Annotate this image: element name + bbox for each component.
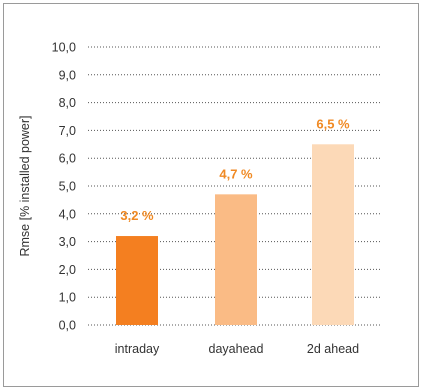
- data-label: 4,7 %: [219, 166, 253, 181]
- y-tick-label: 7,0: [59, 124, 76, 138]
- x-axis-categories: intraday dayahead 2d ahead: [115, 342, 359, 356]
- chart-frame: 0,0 1,0 2,0 3,0 4,0 5,0 6,0 7,0 8,0 9,0 10,0 3,2 %…: [3, 3, 419, 387]
- y-tick-label: 3,0: [59, 235, 76, 249]
- y-tick-label: 5,0: [59, 180, 76, 194]
- data-labels: 3,2 % 4,7 % 6,5 %: [120, 116, 350, 223]
- data-label: 6,5 %: [316, 116, 350, 131]
- data-label: 3,2 %: [120, 208, 154, 223]
- y-tick-label: 6,0: [59, 152, 76, 166]
- bars: [116, 144, 354, 325]
- y-tick-label: 8,0: [59, 96, 76, 110]
- y-tick-label: 0,0: [59, 319, 76, 333]
- y-tick-label: 10,0: [52, 41, 76, 55]
- bar-chart: 0,0 1,0 2,0 3,0 4,0 5,0 6,0 7,0 8,0 9,0 10,0 3,2 %…: [18, 41, 382, 356]
- bar-2d-ahead: [312, 144, 354, 325]
- y-tick-label: 2,0: [59, 263, 76, 277]
- bar-intraday: [116, 236, 158, 325]
- y-axis-title: Rmse [% installed power]: [18, 115, 32, 256]
- category-label: dayahead: [209, 342, 264, 356]
- y-tick-label: 4,0: [59, 207, 76, 221]
- y-axis-ticks: 0,0 1,0 2,0 3,0 4,0 5,0 6,0 7,0 8,0 9,0 10,0: [52, 41, 76, 333]
- category-label: intraday: [115, 342, 160, 356]
- y-tick-label: 9,0: [59, 68, 76, 82]
- bar-dayahead: [215, 194, 257, 325]
- category-label: 2d ahead: [307, 342, 359, 356]
- y-tick-label: 1,0: [59, 291, 76, 305]
